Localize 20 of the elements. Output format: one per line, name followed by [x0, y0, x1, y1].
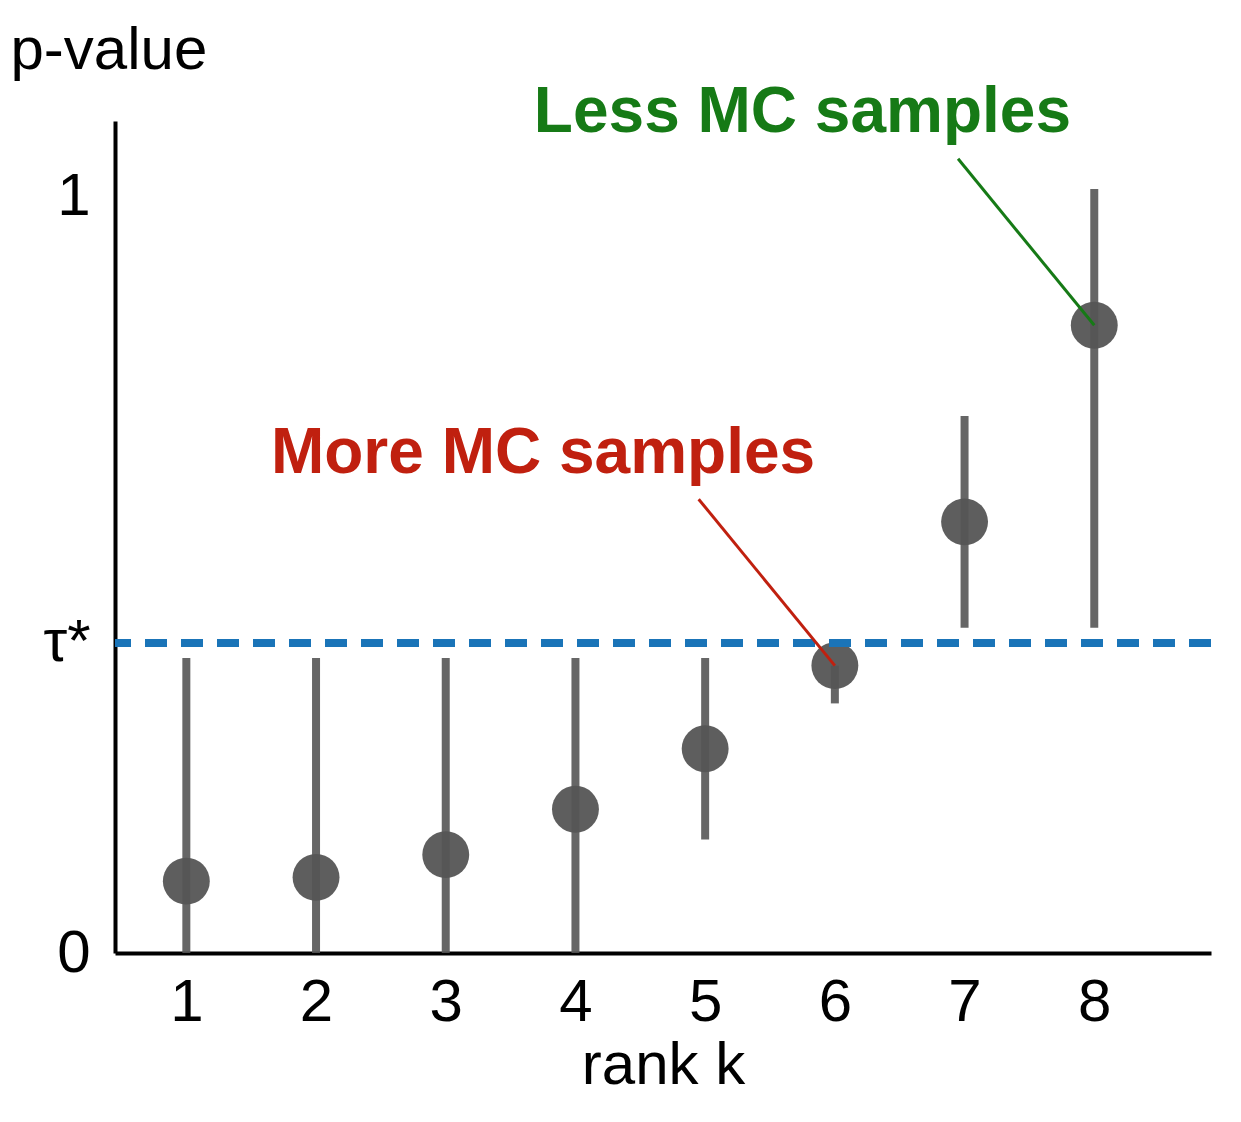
- point: [1070, 301, 1118, 349]
- point: [941, 498, 989, 546]
- annotation: More MC samples: [270, 414, 816, 487]
- point: [422, 831, 470, 879]
- point: [681, 725, 729, 773]
- y-tick-label: τ*: [43, 607, 91, 675]
- x-tick-label: 1: [170, 966, 204, 1034]
- point: [811, 642, 859, 689]
- y-axis-title: p-value: [10, 14, 208, 82]
- y-tick-label: 1: [57, 161, 91, 229]
- y-tick-label: 0: [57, 917, 91, 985]
- x-tick-label: 3: [429, 966, 463, 1034]
- x-tick-label: 7: [948, 966, 982, 1034]
- point: [292, 853, 340, 901]
- x-tick-label: 6: [818, 966, 853, 1034]
- point: [162, 857, 210, 905]
- point: [552, 785, 599, 833]
- annotation: Less MC samples: [533, 74, 1071, 147]
- x-tick-label: 8: [1078, 966, 1112, 1034]
- x-tick-label: 2: [299, 966, 334, 1034]
